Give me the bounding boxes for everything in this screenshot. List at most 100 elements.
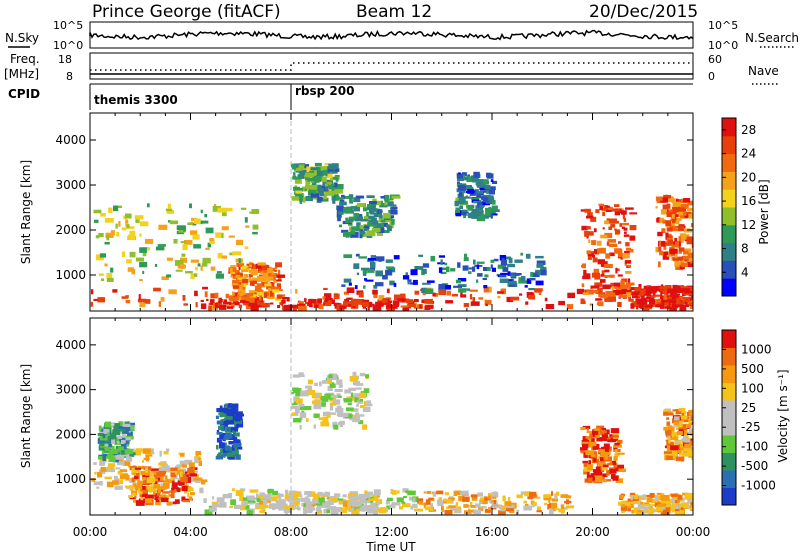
freq-panel: Freq. [MHz] 18 8 60 0 Nave <box>4 52 779 85</box>
colorbar-tick: 24 <box>741 147 756 161</box>
nsky-tick-bottom: 10^0 <box>53 39 83 52</box>
xtick-label: 08:00 <box>274 525 309 539</box>
data-patch-10 <box>97 421 136 463</box>
nsky-label: N.Sky <box>5 31 39 45</box>
ytick-2000: 2000 <box>55 223 86 237</box>
nsearch-tick-top: 10^5 <box>708 19 738 32</box>
ytick-3000: 3000 <box>55 178 86 192</box>
freq-tick-top: 18 <box>58 53 72 66</box>
freq-unit: [MHz] <box>4 67 39 81</box>
data-patch-3 <box>228 261 286 303</box>
station-title: Prince George (fitACF) <box>92 2 281 22</box>
velocity-colorbar-label: Velocity [m s⁻¹] <box>776 369 790 462</box>
colorbar-tick: -100 <box>741 440 768 454</box>
colorbar-swatch <box>722 417 736 436</box>
data-patch-9 <box>454 171 500 222</box>
ytick-4000: 4000 <box>55 133 86 147</box>
velocity-panel: 1000 2000 3000 4000 Slant Range [km] 1000 50… <box>19 317 790 516</box>
colorbar-tick: 1000 <box>741 342 772 356</box>
colorbar-swatch <box>722 224 736 244</box>
nave-tick-bottom: 0 <box>708 70 715 83</box>
colorbar-swatch <box>722 118 736 137</box>
colorbar-swatch <box>722 487 736 506</box>
data-patch-10 <box>341 252 547 294</box>
data-patch-7 <box>663 407 693 462</box>
cpid-entry-rbsp: rbsp 200 <box>295 84 354 98</box>
colorbar-tick: -1000 <box>741 479 776 493</box>
colorbar-tick: -500 <box>741 459 768 473</box>
nsearch-tick-bottom: 10^0 <box>708 39 738 52</box>
nave-label: Nave <box>748 64 779 78</box>
colorbar-swatch <box>722 330 736 348</box>
ytick-1000: 1000 <box>55 268 86 282</box>
xtick-label: 00:00 <box>73 525 108 539</box>
xtick-label: 16:00 <box>475 525 510 539</box>
date-title: 20/Dec/2015 <box>589 2 698 22</box>
colorbar-swatch <box>722 207 736 226</box>
data-patch-6 <box>580 203 638 307</box>
data-patch-3 <box>255 492 387 515</box>
data-patch-4 <box>291 162 344 204</box>
data-patch-8 <box>215 403 244 460</box>
cpid-entry-themis: themis 3300 <box>94 93 178 107</box>
data-patch-6 <box>618 492 693 515</box>
colorbar-swatch <box>722 382 736 401</box>
xtick-label: 04:00 <box>173 525 208 539</box>
ytick-1000: 1000 <box>55 472 86 486</box>
nsearch-label: N.Search <box>745 31 799 45</box>
colorbar-swatch <box>722 260 736 279</box>
xtick-label: 00:00 <box>676 525 711 539</box>
data-patch-7 <box>630 284 693 311</box>
colorbar-swatch <box>722 452 736 471</box>
nave-series <box>90 62 693 71</box>
colorbar-swatch <box>722 365 736 383</box>
xtick-label: 20:00 <box>575 525 610 539</box>
colorbar-tick: 8 <box>741 242 749 256</box>
colorbar-swatch <box>722 153 736 172</box>
ytick-3000: 3000 <box>55 383 86 397</box>
colorbar-tick: 25 <box>741 401 756 415</box>
nsky-panel: N.Sky 10^5 10^0 10^5 10^0 N.Search <box>5 19 799 52</box>
data-patch-9 <box>291 371 373 430</box>
beam-title: Beam 12 <box>356 2 432 22</box>
power-ylabel: Slant Range [km] <box>19 160 33 264</box>
nave-tick-top: 60 <box>708 53 722 66</box>
cpid-label: CPID <box>8 87 40 101</box>
power-colorbar-label: Power [dB] <box>757 179 771 244</box>
power-panel: 1000 2000 3000 4000 Slant Range [km] 4 8 12 16… <box>19 112 771 312</box>
cpid-panel: CPID themis 3300 rbsp 200 <box>8 83 693 110</box>
colorbar-tick: 16 <box>741 194 756 208</box>
data-patch-8 <box>655 194 693 271</box>
ytick-4000: 4000 <box>55 338 86 352</box>
velocity-ylabel: Slant Range [km] <box>19 364 33 468</box>
colorbar-swatch <box>722 347 736 366</box>
colorbar-swatch <box>722 171 736 190</box>
colorbar-tick: 4 <box>741 265 749 279</box>
freq-label: Freq. <box>10 52 40 66</box>
freq-tick-bottom: 8 <box>66 70 73 83</box>
colorbar-swatch <box>722 242 736 261</box>
xtick-label: 12:00 <box>374 525 409 539</box>
colorbar-swatch <box>722 135 736 155</box>
data-patch-4 <box>417 490 575 515</box>
colorbar-swatch <box>722 400 736 418</box>
data-patch-1 <box>128 465 198 506</box>
x-axis-title: Time UT <box>365 540 416 554</box>
data-patch-1 <box>200 297 435 311</box>
colorbar-tick: 12 <box>741 218 756 232</box>
nsky-tick-top: 10^5 <box>53 19 83 32</box>
colorbar-swatch <box>722 435 736 453</box>
ytick-2000: 2000 <box>55 427 86 441</box>
colorbar-tick: 100 <box>741 381 764 395</box>
data-patch-5 <box>580 425 626 484</box>
nsky-series <box>89 29 694 41</box>
data-patch-5 <box>336 194 401 239</box>
colorbar-tick: 20 <box>741 170 756 184</box>
colorbar-tick: 500 <box>741 362 764 376</box>
colorbar-swatch <box>722 278 736 297</box>
colorbar-tick: 28 <box>741 123 756 137</box>
colorbar-tick: -25 <box>741 420 761 434</box>
colorbar-swatch <box>722 189 736 208</box>
colorbar-swatch <box>722 470 736 488</box>
